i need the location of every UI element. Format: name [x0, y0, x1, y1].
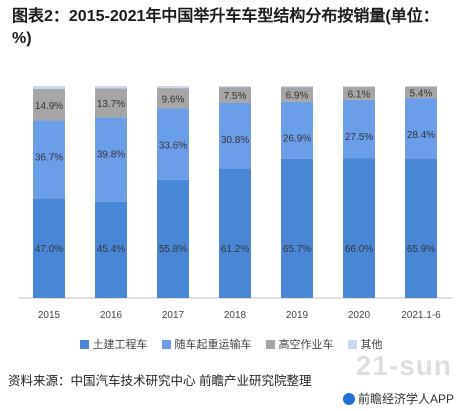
bar-segment-2018-0: [219, 168, 251, 298]
bar-segment-2016-0: [95, 201, 127, 298]
source-note: 资料来源：中国汽车技术研究中心 前瞻产业研究院整理: [8, 374, 312, 388]
x-tick-label-2019: 2019: [286, 310, 309, 321]
data-label-2020-1: 27.5%: [345, 132, 373, 143]
data-label-2016-2: 13.7%: [97, 99, 125, 110]
chart-title: 图表2：2015-2021年中国举升车车型结构分布按销量(单位：%): [12, 8, 439, 47]
brand-footer: 前瞻经济学人APP: [342, 390, 454, 407]
data-label-2015-1: 36.7%: [35, 153, 63, 164]
bar-segment-2017-3: [157, 86, 189, 89]
bar-segment-2021.1-6-0: [405, 158, 437, 298]
legend-item-3: 其他: [347, 336, 383, 352]
bar-segment-2020-0: [343, 158, 375, 298]
bar-segment-2020-1: [343, 99, 375, 159]
bar-segment-2017-2: [157, 88, 189, 109]
brand-logo-icon: [342, 392, 355, 405]
data-label-2017-0: 55.8%: [159, 244, 187, 255]
data-label-2021.1-6-0: 65.9%: [407, 244, 435, 255]
data-label-2018-1: 30.8%: [221, 135, 249, 146]
legend-label: 高空作业车: [278, 339, 334, 351]
data-label-2015-2: 14.9%: [35, 101, 63, 112]
bar-segment-2015-2: [33, 88, 65, 121]
bar-segment-2017-0: [157, 179, 189, 298]
data-label-2021.1-6-1: 28.4%: [407, 130, 435, 141]
bar-segment-2021.1-6-1: [405, 98, 437, 159]
data-label-2020-0: 66.0%: [345, 244, 373, 255]
data-label-2015-0: 47.0%: [35, 244, 63, 255]
data-label-2016-1: 39.8%: [97, 149, 125, 160]
bar-segment-2018-1: [219, 102, 251, 169]
bar-segment-2021.1-6-2: [405, 86, 437, 99]
x-tick-label-2015: 2015: [38, 310, 61, 321]
bar-segment-2019-1: [281, 101, 313, 159]
bar-segment-2016-2: [95, 88, 127, 118]
x-tick-label-2020: 2020: [348, 310, 371, 321]
brand-name: 前瞻经济学人APP: [357, 392, 454, 406]
bar-segment-2019-3: [281, 86, 313, 88]
legend-label: 其他: [360, 339, 383, 351]
data-label-2017-2: 9.6%: [162, 94, 185, 105]
bar-segment-2015-3: [33, 86, 65, 89]
data-label-2016-0: 45.4%: [97, 244, 125, 255]
bar-segment-2016-3: [95, 86, 127, 89]
bar-segment-2019-0: [281, 158, 313, 298]
data-label-2018-2: 7.5%: [224, 91, 247, 102]
data-label-2021.1-6-2: 5.4%: [410, 88, 433, 99]
legend-item-1: 随车起重运输车: [161, 336, 252, 352]
data-label-2019-1: 26.9%: [283, 134, 311, 145]
bar-segment-2015-1: [33, 120, 65, 199]
bar-segment-2016-1: [95, 117, 127, 202]
x-tick-label-2018: 2018: [224, 310, 247, 321]
bar-segment-2020-2: [343, 86, 375, 100]
x-tick-label-2017: 2017: [162, 310, 185, 321]
legend: 土建工程车 随车起重运输车 高空作业车 其他: [0, 336, 462, 352]
legend-label: 土建工程车: [92, 339, 148, 351]
legend-item-2: 高空作业车: [265, 336, 334, 352]
data-label-2018-0: 61.2%: [221, 244, 249, 255]
watermark-21-sun: 21-sun: [355, 350, 452, 381]
legend-swatch: [265, 339, 275, 349]
bar-segment-2019-2: [281, 87, 313, 102]
legend-swatch: [161, 339, 171, 349]
legend-swatch: [347, 339, 357, 349]
legend-swatch: [79, 339, 89, 349]
bar-segment-2020-3: [343, 86, 375, 87]
bar-segment-2021.1-6-3: [405, 86, 437, 87]
data-label-2019-2: 6.9%: [286, 90, 309, 101]
legend-item-0: 土建工程车: [79, 336, 148, 352]
bar-segment-2018-2: [219, 87, 251, 103]
data-label-2019-0: 65.7%: [283, 244, 311, 255]
bar-segment-2018-3: [219, 86, 251, 88]
data-label-2020-2: 6.1%: [348, 89, 371, 100]
x-tick-label-2016: 2016: [100, 310, 123, 321]
data-label-2017-1: 33.6%: [159, 140, 187, 151]
legend-label: 随车起重运输车: [174, 339, 252, 351]
bar-segment-2017-1: [157, 108, 189, 180]
bar-segment-2015-0: [33, 198, 65, 298]
x-tick-label-2021.1-6: 2021.1-6: [401, 310, 441, 321]
